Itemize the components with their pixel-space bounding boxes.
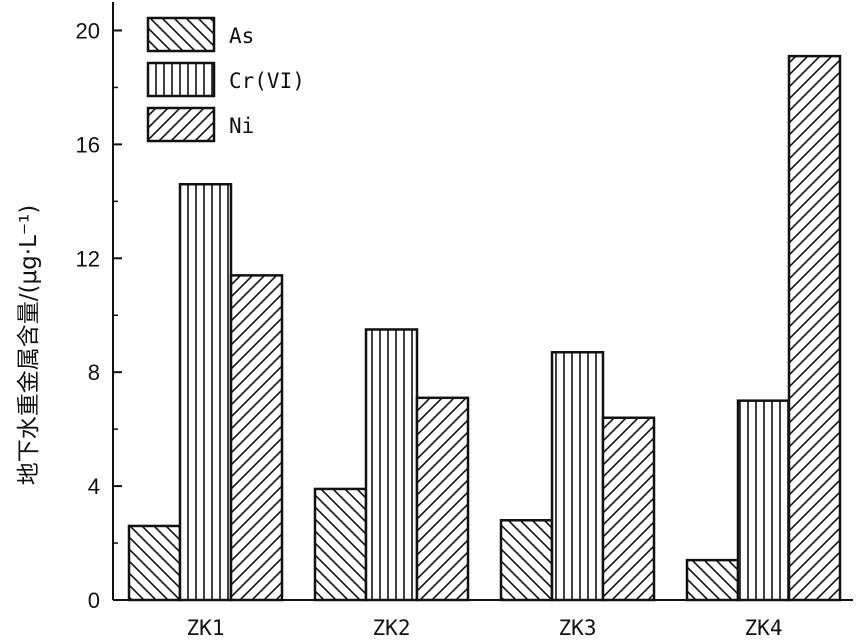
x-tick-labels: ZK1 ZK2 ZK3 ZK4: [187, 616, 783, 640]
legend-label: Ni: [229, 114, 254, 138]
x-tick-label: ZK2: [373, 616, 411, 640]
bar-zk2-ni: [415, 396, 470, 602]
y-axis-title: 地下水重金属含量/(μg·L⁻¹): [16, 205, 42, 485]
bar-zk2-as: [313, 487, 368, 602]
y-tick-label: 4: [88, 474, 100, 499]
bar-zk4-crvi: [736, 399, 791, 602]
y-tick-label: 20: [76, 18, 100, 43]
x-tick-label: ZK1: [187, 616, 225, 640]
y-tick-label: 16: [76, 132, 100, 157]
bar-zk1-as: [127, 524, 182, 602]
legend-swatch: [146, 61, 216, 98]
legend-label: Cr(VI): [229, 69, 305, 93]
y-tick-label: 12: [76, 246, 100, 271]
bar-zk2-crvi: [364, 328, 419, 602]
bar-zk1-ni: [229, 274, 284, 602]
bar-zk1-crvi: [178, 182, 233, 602]
bar-zk3-as: [499, 519, 554, 602]
bars: [127, 54, 842, 602]
bar-zk4-as: [685, 558, 740, 602]
x-tick-label: ZK4: [745, 616, 783, 640]
bar-zk3-crvi: [550, 351, 605, 602]
legend-label: As: [229, 24, 254, 48]
legend-swatch: [146, 16, 216, 53]
bar-zk4-ni: [787, 54, 842, 602]
y-tick-label: 0: [88, 588, 100, 613]
bar-zk3-ni: [601, 416, 656, 602]
y-tick-label: 8: [88, 360, 100, 385]
y-axis-label: 地下水重金属含量/(μg·L⁻¹): [16, 205, 42, 485]
legend: As Cr(VI) Ni: [146, 16, 305, 143]
x-tick-label: ZK3: [559, 616, 597, 640]
legend-swatch: [146, 106, 216, 143]
